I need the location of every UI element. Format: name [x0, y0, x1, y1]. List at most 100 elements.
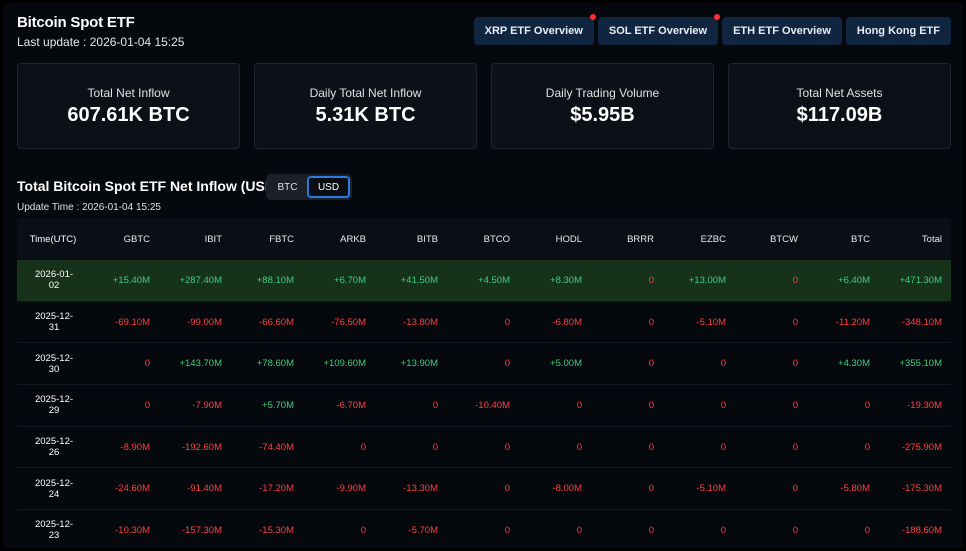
sol-etf-overview-button[interactable]: SOL ETF Overview	[597, 14, 721, 45]
value-cell: -15.30M	[259, 524, 294, 536]
value-cell: -192.60M	[181, 441, 222, 453]
value-cell: -5.10M	[696, 316, 726, 328]
date-cell: 2025-12-23	[34, 519, 74, 542]
total-net-assets-card: Total Net Assets $117.09B	[728, 63, 951, 149]
value-cell: -175.30M	[901, 483, 942, 495]
value-cell: -5.10M	[696, 483, 726, 495]
value-cell: 0	[864, 399, 870, 411]
value-cell: 0	[648, 483, 654, 495]
date-cell: 2025-12-26	[34, 436, 74, 459]
column-header[interactable]: BRRR	[627, 233, 654, 245]
column-header[interactable]: EZBC	[700, 233, 726, 245]
column-header[interactable]: BTCW	[770, 233, 798, 245]
date-cell: 2026-01-02	[34, 269, 74, 292]
value-cell: +471.30M	[899, 274, 942, 286]
column-header[interactable]: BTC	[851, 233, 870, 245]
column-header[interactable]: BITB	[416, 233, 438, 245]
page-title: Bitcoin Spot ETF	[17, 14, 135, 31]
value-cell: -8.90M	[120, 441, 150, 453]
value-cell: +4.50M	[478, 274, 510, 286]
column-header[interactable]: IBIT	[204, 233, 222, 245]
value-cell: 0	[504, 524, 510, 536]
value-cell: -348.10M	[901, 316, 942, 328]
xrp-etf-overview-button[interactable]: XRP ETF Overview	[473, 14, 596, 45]
value-cell: -19.30M	[907, 399, 942, 411]
value-cell: 0	[792, 483, 798, 495]
hong-kong-etf-button[interactable]: Hong Kong ETF	[845, 17, 951, 45]
section-title: Total Bitcoin Spot ETF Net Inflow (USD)	[17, 178, 280, 194]
eth-etf-overview-button[interactable]: ETH ETF Overview	[722, 17, 842, 45]
column-header[interactable]: Time(UTC)	[29, 233, 77, 245]
last-update: Last update : 2026-01-04 15:25	[17, 35, 185, 49]
table-row: 2025-12-31 -69.10M -99.00M -66.60M -76.50M -1…	[17, 302, 951, 344]
app-frame: Bitcoin Spot ETF Last update : 2026-01-0…	[3, 3, 963, 548]
value-cell: 0	[792, 441, 798, 453]
column-header[interactable]: HODL	[555, 233, 582, 245]
value-cell: 0	[792, 399, 798, 411]
value-cell: +15.40M	[112, 274, 150, 286]
btc-toggle-option[interactable]: BTC	[277, 181, 298, 193]
value-cell: +355.10M	[899, 358, 942, 370]
value-cell: -275.90M	[901, 441, 942, 453]
value-cell: 0	[504, 483, 510, 495]
value-cell: +88.10M	[256, 274, 294, 286]
value-cell: -24.60M	[115, 483, 150, 495]
value-cell: -6.80M	[552, 316, 582, 328]
value-cell: 0	[792, 358, 798, 370]
value-cell: 0	[792, 274, 798, 286]
value-cell: -9.90M	[336, 483, 366, 495]
value-cell: -7.90M	[192, 399, 222, 411]
table-row: 2026-01-02 +15.40M +287.40M +88.10M +6.70M +4…	[17, 260, 951, 302]
summary-cards: Total Net Inflow 607.61K BTC Daily Total…	[17, 63, 951, 149]
card-label: Daily Trading Volume	[545, 85, 660, 100]
value-cell: -74.40M	[259, 441, 294, 453]
date-cell: 2025-12-31	[34, 311, 74, 334]
value-cell: 0	[576, 399, 582, 411]
value-cell: +13.00M	[688, 274, 726, 286]
value-cell: 0	[648, 316, 654, 328]
value-cell: +5.70M	[262, 399, 294, 411]
daily-trading-volume-card: Daily Trading Volume $5.95B	[491, 63, 714, 149]
value-cell: +4.30M	[838, 358, 870, 370]
value-cell: 0	[648, 399, 654, 411]
column-header[interactable]: FBTC	[269, 233, 294, 245]
value-cell: 0	[864, 441, 870, 453]
value-cell: -69.10M	[115, 316, 150, 328]
value-cell: +109.60M	[323, 358, 366, 370]
value-cell: 0	[648, 358, 654, 370]
column-header[interactable]: ARKB	[340, 233, 366, 245]
card-label: Total Net Inflow	[87, 85, 170, 100]
value-cell: -17.20M	[259, 483, 294, 495]
value-cell: 0	[360, 524, 366, 536]
nav-label: ETH ETF Overview	[733, 25, 831, 37]
table-row: 2025-12-26 -8.90M -192.60M -74.40M 0 0 0 0 0 0 0 0 -…	[17, 427, 951, 469]
value-cell: 0	[864, 524, 870, 536]
usd-toggle-option[interactable]: USD	[307, 176, 350, 198]
card-value: 5.31K BTC	[315, 103, 416, 126]
value-cell: +143.70M	[179, 358, 222, 370]
value-cell: 0	[504, 316, 510, 328]
value-cell: +6.40M	[838, 274, 870, 286]
value-cell: 0	[360, 441, 366, 453]
net-inflow-table: Time(UTC) GBTC IBIT FBTC ARKB BITB BTCO HODL BRR…	[17, 218, 951, 548]
value-cell: 0	[792, 524, 798, 536]
value-cell: -6.70M	[336, 399, 366, 411]
column-header[interactable]: GBTC	[123, 233, 150, 245]
value-cell: +5.00M	[550, 358, 582, 370]
value-cell: 0	[648, 441, 654, 453]
value-cell: 0	[144, 399, 150, 411]
nav-label: SOL ETF Overview	[608, 25, 708, 37]
value-cell: -13.80M	[403, 316, 438, 328]
column-header[interactable]: Total	[921, 233, 942, 245]
value-cell: -99.00M	[187, 316, 222, 328]
card-label: Daily Total Net Inflow	[309, 85, 422, 100]
date-cell: 2025-12-24	[34, 477, 74, 500]
value-cell: -8.00M	[552, 483, 582, 495]
column-header[interactable]: BTCO	[483, 233, 510, 245]
table-header-row: Time(UTC) GBTC IBIT FBTC ARKB BITB BTCO HODL BRR…	[17, 218, 951, 260]
value-cell: -188.60M	[901, 524, 942, 536]
etf-nav: XRP ETF Overview SOL ETF Overview ETH ET…	[473, 14, 951, 45]
date-cell: 2025-12-29	[34, 394, 74, 417]
value-cell: 0	[720, 441, 726, 453]
value-cell: -5.80M	[840, 483, 870, 495]
